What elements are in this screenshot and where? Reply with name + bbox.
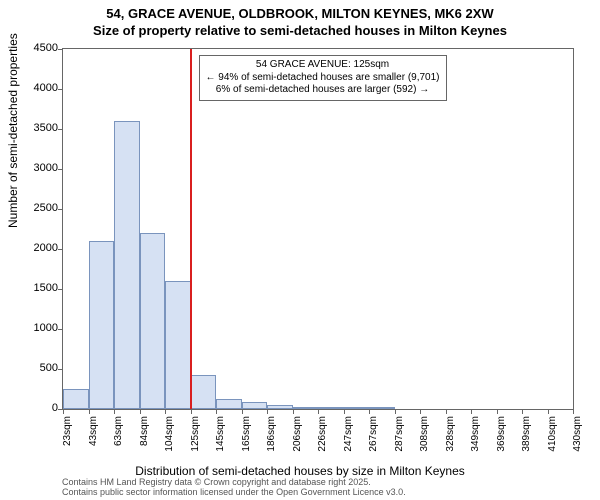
- annotation-box: 54 GRACE AVENUE: 125sqm ← 94% of semi-de…: [199, 55, 447, 101]
- annotation-line-3: 6% of semi-detached houses are larger (5…: [206, 84, 440, 97]
- x-tick-label: 125sqm: [190, 416, 201, 456]
- x-tick: [471, 409, 472, 414]
- histogram-bar: [267, 405, 293, 409]
- x-tick-label: 369sqm: [496, 416, 507, 456]
- y-tick-label: 4000: [34, 82, 58, 94]
- x-tick: [420, 409, 421, 414]
- y-tick: [58, 209, 63, 210]
- x-tick-label: 206sqm: [292, 416, 303, 456]
- x-tick: [63, 409, 64, 414]
- histogram-bar: [293, 407, 319, 409]
- x-tick-label: 267sqm: [368, 416, 379, 456]
- footer-text: Contains HM Land Registry data © Crown c…: [62, 478, 406, 498]
- x-tick: [548, 409, 549, 414]
- x-tick: [242, 409, 243, 414]
- x-tick-label: 247sqm: [343, 416, 354, 456]
- histogram-bar: [165, 281, 191, 409]
- x-axis-label: Distribution of semi-detached houses by …: [0, 464, 600, 478]
- x-tick: [497, 409, 498, 414]
- plot-area: 54 GRACE AVENUE: 125sqm ← 94% of semi-de…: [62, 48, 574, 410]
- y-tick-label: 4500: [34, 42, 58, 54]
- reference-line: [190, 49, 192, 409]
- x-tick-label: 410sqm: [547, 416, 558, 456]
- y-tick-label: 1500: [34, 282, 58, 294]
- y-tick-label: 500: [40, 362, 58, 374]
- x-tick-label: 287sqm: [394, 416, 405, 456]
- y-tick-label: 3500: [34, 122, 58, 134]
- histogram-bar: [114, 121, 140, 409]
- x-tick: [573, 409, 574, 414]
- histogram-bar: [242, 402, 268, 409]
- y-tick: [58, 129, 63, 130]
- y-tick: [58, 89, 63, 90]
- x-tick-label: 186sqm: [266, 416, 277, 456]
- x-tick: [369, 409, 370, 414]
- histogram-bar: [191, 375, 217, 409]
- x-tick-label: 349sqm: [470, 416, 481, 456]
- x-tick-label: 145sqm: [215, 416, 226, 456]
- x-tick: [267, 409, 268, 414]
- y-tick: [58, 369, 63, 370]
- x-tick-label: 23sqm: [62, 416, 73, 456]
- histogram-bar: [318, 407, 344, 409]
- y-tick: [58, 169, 63, 170]
- y-tick-label: 2500: [34, 202, 58, 214]
- histogram-bar: [140, 233, 166, 409]
- y-tick-label: 3000: [34, 162, 58, 174]
- y-tick: [58, 329, 63, 330]
- x-tick: [522, 409, 523, 414]
- histogram-bar: [63, 389, 89, 409]
- y-tick: [58, 49, 63, 50]
- x-tick: [395, 409, 396, 414]
- x-tick-label: 308sqm: [419, 416, 430, 456]
- histogram-bar: [89, 241, 115, 409]
- x-tick: [293, 409, 294, 414]
- title-line-2: Size of property relative to semi-detach…: [0, 23, 600, 40]
- annotation-line-2: ← 94% of semi-detached houses are smalle…: [206, 72, 440, 85]
- x-tick-label: 165sqm: [241, 416, 252, 456]
- property-histogram: 54, GRACE AVENUE, OLDBROOK, MILTON KEYNE…: [0, 0, 600, 500]
- title-block: 54, GRACE AVENUE, OLDBROOK, MILTON KEYNE…: [0, 0, 600, 40]
- annotation-line-1: 54 GRACE AVENUE: 125sqm: [206, 59, 440, 72]
- histogram-bar: [369, 407, 395, 409]
- x-tick-label: 328sqm: [445, 416, 456, 456]
- y-tick-label: 0: [52, 402, 58, 414]
- x-tick: [114, 409, 115, 414]
- x-tick: [446, 409, 447, 414]
- x-tick-label: 104sqm: [164, 416, 175, 456]
- title-line-1: 54, GRACE AVENUE, OLDBROOK, MILTON KEYNE…: [0, 6, 600, 23]
- x-tick: [318, 409, 319, 414]
- histogram-bar: [344, 407, 370, 409]
- x-tick-label: 43sqm: [88, 416, 99, 456]
- x-tick-label: 226sqm: [317, 416, 328, 456]
- x-tick: [191, 409, 192, 414]
- x-tick-label: 430sqm: [572, 416, 583, 456]
- x-tick: [140, 409, 141, 414]
- x-tick-label: 389sqm: [521, 416, 532, 456]
- x-tick: [89, 409, 90, 414]
- footer-line-2: Contains public sector information licen…: [62, 488, 406, 498]
- x-tick: [165, 409, 166, 414]
- histogram-bar: [216, 399, 242, 409]
- y-tick: [58, 249, 63, 250]
- y-tick: [58, 289, 63, 290]
- y-tick-label: 2000: [34, 242, 58, 254]
- x-tick: [216, 409, 217, 414]
- x-tick: [344, 409, 345, 414]
- x-tick-label: 84sqm: [139, 416, 150, 456]
- y-axis-label: Number of semi-detached properties: [6, 33, 20, 228]
- y-tick-label: 1000: [34, 322, 58, 334]
- x-tick-label: 63sqm: [113, 416, 124, 456]
